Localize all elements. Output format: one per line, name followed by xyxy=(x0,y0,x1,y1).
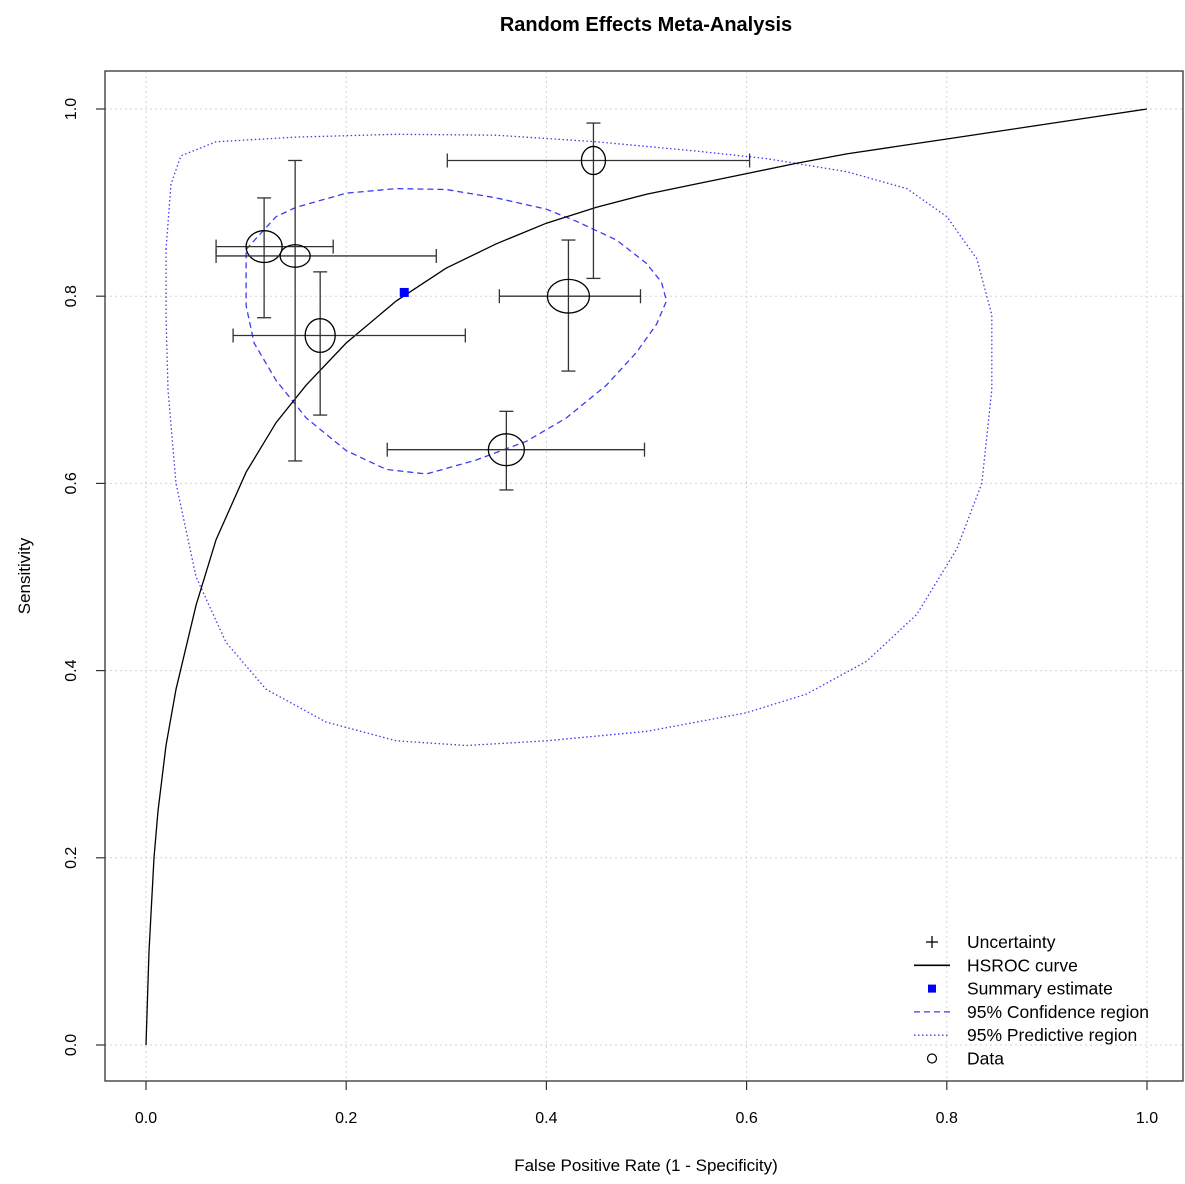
hsroc-curve xyxy=(145,108,1148,1046)
study-point xyxy=(446,122,751,280)
x-axis-label: False Positive Rate (1 - Specificity) xyxy=(514,1156,778,1175)
legend-item: Uncertainty xyxy=(926,932,1056,952)
study-ellipse xyxy=(279,244,311,268)
legend-item: 95% Confidence region xyxy=(914,1002,1149,1022)
y-tick-label: 0.4 xyxy=(63,659,80,681)
regions xyxy=(165,133,993,747)
study-point xyxy=(232,271,466,416)
legend-label: HSROC curve xyxy=(967,955,1078,975)
confidence-region xyxy=(245,187,668,475)
study-ellipse xyxy=(487,433,526,467)
study-ellipse xyxy=(580,145,607,176)
study-point xyxy=(215,197,334,319)
plot-frame xyxy=(104,70,1184,1082)
study-point xyxy=(498,239,642,372)
legend-square-icon xyxy=(928,984,936,993)
legend-item: Data xyxy=(926,1049,1004,1069)
grid xyxy=(105,71,1183,1081)
study-point xyxy=(386,410,646,491)
x-tick-label: 0.6 xyxy=(735,1110,757,1127)
study-ellipse xyxy=(546,278,591,314)
legend-label: 95% Predictive region xyxy=(967,1025,1137,1045)
x-tick-label: 1.0 xyxy=(1136,1110,1158,1127)
x-tick-label: 0.0 xyxy=(135,1110,157,1127)
legend-item: HSROC curve xyxy=(914,955,1078,975)
x-tick-label: 0.4 xyxy=(535,1110,557,1127)
y-tick-label: 0.0 xyxy=(63,1034,80,1056)
x-axis-ticks: 0.0 0.2 0.4 0.6 0.8 1.0 xyxy=(135,1081,1158,1127)
study-ellipse xyxy=(304,318,336,354)
studies xyxy=(215,122,751,491)
x-tick-label: 0.2 xyxy=(335,1110,357,1127)
legend: Uncertainty HSROC curve Summary estimate 95… xyxy=(914,932,1149,1069)
legend-label: Uncertainty xyxy=(967,932,1056,952)
y-tick-label: 1.0 xyxy=(63,98,80,120)
legend-label: 95% Confidence region xyxy=(967,1002,1149,1022)
study-ellipse xyxy=(245,230,283,264)
chart-title: Random Effects Meta-Analysis xyxy=(500,14,792,36)
legend-circle-icon xyxy=(926,1053,938,1064)
summary-estimate xyxy=(399,287,409,297)
y-axis-label: Sensitivity xyxy=(15,537,34,614)
y-tick-label: 0.2 xyxy=(63,847,80,869)
y-tick-label: 0.8 xyxy=(63,285,80,307)
x-tick-label: 0.8 xyxy=(936,1110,958,1127)
legend-item: 95% Predictive region xyxy=(914,1025,1137,1045)
y-tick-label: 0.6 xyxy=(63,472,80,494)
legend-label: Summary estimate xyxy=(967,979,1113,999)
legend-item: Summary estimate xyxy=(928,979,1113,999)
y-axis-ticks: 0.0 0.2 0.4 0.6 0.8 1.0 xyxy=(63,98,105,1056)
study-point xyxy=(215,159,437,462)
legend-label: Data xyxy=(967,1049,1004,1069)
